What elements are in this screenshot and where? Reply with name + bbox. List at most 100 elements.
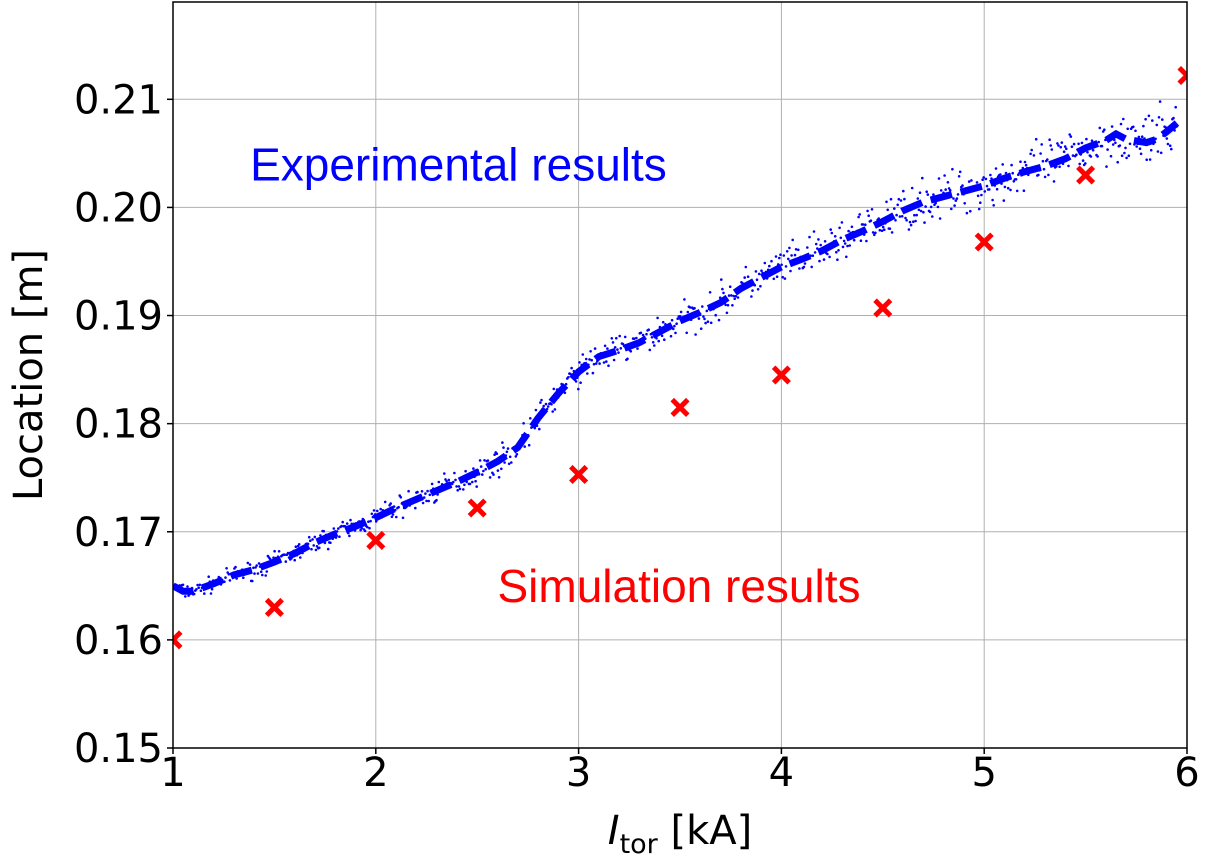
x-tick-label-3: 4 bbox=[769, 750, 794, 796]
experimental-point bbox=[523, 445, 526, 448]
experimental-point bbox=[727, 294, 731, 297]
experimental-point bbox=[455, 485, 458, 488]
experimental-point bbox=[826, 252, 829, 256]
experimental-point bbox=[426, 489, 429, 493]
experimental-point bbox=[744, 265, 748, 269]
experimental-point bbox=[1002, 199, 1006, 202]
experimental-point bbox=[1014, 178, 1018, 181]
experimental-point bbox=[829, 228, 832, 231]
experimental-point bbox=[468, 482, 472, 486]
experimental-point bbox=[885, 200, 888, 204]
experimental-point bbox=[842, 239, 846, 243]
experimental-point bbox=[227, 573, 231, 576]
experimental-point bbox=[1110, 125, 1114, 128]
experimental-point bbox=[928, 210, 932, 214]
experimental-point bbox=[870, 208, 874, 211]
experimental-point bbox=[895, 213, 898, 217]
experimental-point bbox=[340, 524, 343, 528]
experimental-point bbox=[368, 526, 371, 530]
experimental-point bbox=[635, 336, 638, 340]
experimental-point bbox=[685, 331, 688, 335]
experimental-point bbox=[407, 489, 410, 493]
experimental-point bbox=[889, 197, 893, 201]
y-tick-label-3: 0.18 bbox=[74, 402, 163, 448]
experimental-point bbox=[422, 496, 426, 499]
experimental-point bbox=[486, 459, 490, 462]
experimental-point bbox=[644, 337, 647, 341]
experimental-point bbox=[943, 174, 946, 177]
experimental-point bbox=[919, 209, 923, 213]
experimental-point bbox=[688, 306, 692, 309]
experimental-point bbox=[869, 219, 873, 222]
experimental-point bbox=[1006, 186, 1010, 190]
experimental-point bbox=[663, 338, 666, 342]
experimental-point bbox=[546, 405, 550, 408]
experimental-point bbox=[265, 570, 269, 573]
experimental-point bbox=[299, 556, 302, 559]
experimental-point bbox=[952, 197, 955, 200]
experimental-point bbox=[1114, 141, 1117, 145]
experimental-point bbox=[904, 216, 907, 220]
experimental-point bbox=[936, 205, 940, 209]
experimental-point bbox=[965, 211, 969, 215]
experimental-point bbox=[650, 336, 654, 339]
experimental-point bbox=[632, 337, 636, 341]
experimental-point bbox=[503, 461, 506, 464]
experimental-point bbox=[746, 275, 750, 279]
experimental-point bbox=[811, 254, 815, 257]
experimental-point bbox=[1123, 151, 1126, 155]
experimental-point bbox=[984, 177, 988, 181]
experimental-point bbox=[926, 193, 930, 196]
experimental-point bbox=[1116, 160, 1119, 164]
experimental-point bbox=[579, 381, 582, 385]
experimental-point bbox=[755, 278, 759, 282]
experimental-point bbox=[970, 179, 973, 182]
experimental-point bbox=[1089, 155, 1093, 158]
simulation-marker bbox=[366, 530, 386, 550]
experimental-point bbox=[506, 447, 510, 450]
experimental-point bbox=[730, 294, 733, 297]
experimental-point bbox=[283, 553, 287, 556]
experimental-point bbox=[223, 580, 226, 583]
experimental-point bbox=[488, 476, 492, 479]
experimental-point bbox=[839, 236, 843, 240]
experimental-point bbox=[1118, 144, 1122, 147]
experimental-point bbox=[841, 245, 845, 249]
experimental-point bbox=[788, 246, 791, 250]
experimental-point bbox=[389, 502, 393, 505]
experimental-point bbox=[823, 240, 827, 243]
experimental-point bbox=[780, 263, 783, 267]
experimental-point bbox=[793, 253, 797, 257]
experimental-point bbox=[570, 366, 573, 370]
experimental-point bbox=[544, 402, 548, 406]
experimental-point bbox=[790, 254, 793, 257]
experimental-point bbox=[315, 545, 319, 548]
experimental-point bbox=[621, 342, 625, 346]
experimental-point bbox=[656, 316, 659, 320]
experimental-point bbox=[471, 480, 474, 484]
experimental-point bbox=[445, 480, 448, 483]
experimental-point bbox=[866, 209, 869, 213]
experimental-point bbox=[873, 233, 876, 237]
experimental-point bbox=[482, 469, 485, 473]
simulation-marker bbox=[1177, 65, 1187, 86]
experimental-point bbox=[203, 592, 206, 595]
experimental-point bbox=[1084, 162, 1087, 165]
experimental-point bbox=[186, 585, 189, 588]
experimental-point bbox=[1096, 155, 1099, 158]
experimental-point bbox=[366, 525, 369, 529]
experimental-point bbox=[493, 453, 496, 457]
experimental-point bbox=[1001, 163, 1004, 166]
experimental-point bbox=[751, 289, 754, 292]
experimental-point bbox=[529, 417, 532, 420]
experimental-point bbox=[456, 489, 460, 492]
experimental-point bbox=[349, 518, 352, 522]
experimental-point bbox=[397, 505, 400, 509]
experimental-point bbox=[1125, 156, 1128, 160]
experimental-point bbox=[1158, 100, 1162, 103]
experimental-point bbox=[983, 190, 987, 193]
experimental-point bbox=[588, 358, 591, 361]
experimental-point bbox=[1069, 135, 1073, 138]
experimental-point bbox=[1138, 147, 1142, 150]
